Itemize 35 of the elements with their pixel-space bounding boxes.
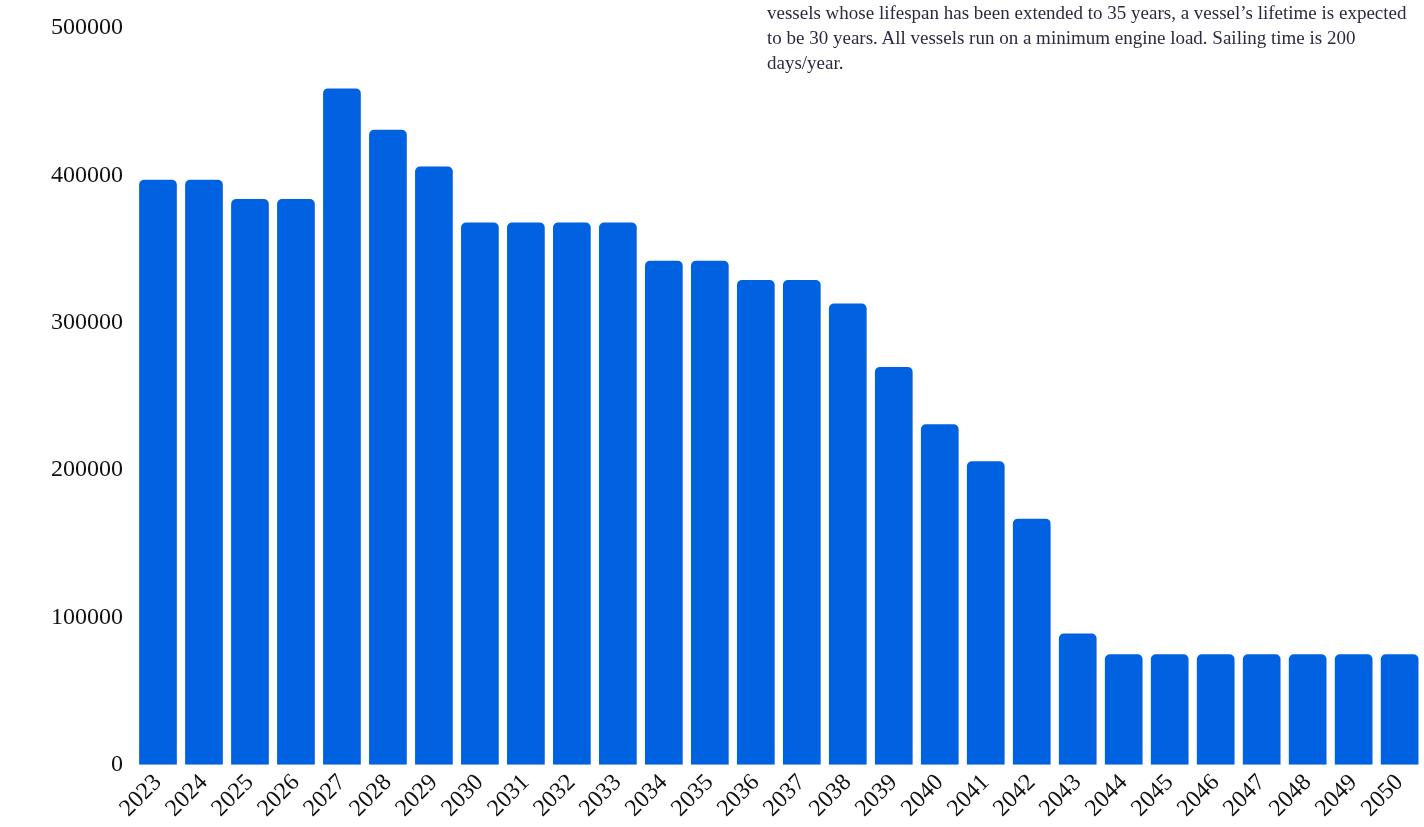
bar	[828, 303, 867, 765]
bar	[874, 366, 913, 765]
y-tick-label: 500000	[51, 13, 123, 40]
bar	[1058, 633, 1097, 765]
bar	[599, 222, 637, 765]
bar	[461, 222, 499, 765]
bar	[1334, 654, 1373, 765]
bar	[1288, 654, 1327, 765]
y-tick-label: 100000	[51, 602, 123, 629]
y-tick-label: 200000	[51, 455, 123, 482]
bar	[690, 260, 729, 765]
bar	[920, 424, 959, 765]
bar	[277, 198, 315, 765]
bar	[507, 222, 545, 765]
bar	[1104, 654, 1143, 765]
bar	[1196, 654, 1235, 765]
y-tick-label: 0	[111, 749, 123, 776]
bar	[1380, 654, 1419, 765]
bar	[966, 461, 1005, 765]
bar	[1242, 654, 1281, 765]
bar	[231, 198, 269, 765]
bar	[369, 129, 407, 765]
bar	[553, 222, 591, 765]
bar	[415, 166, 453, 765]
bar	[185, 179, 223, 765]
bar	[644, 260, 683, 765]
bar	[1012, 518, 1051, 765]
bar	[139, 179, 177, 765]
bar	[1150, 654, 1189, 765]
bar	[323, 88, 361, 765]
bar	[782, 279, 821, 765]
y-tick-label: 300000	[51, 307, 123, 334]
annotation: vessels whose lifespan has been extended to 35 years, a vessel’s lifetime is expected to be 30 years. All vessels run on a minimum engine load. Sailing time is 200 days/year.	[767, 1, 1407, 75]
y-tick-label: 400000	[51, 160, 123, 187]
bar	[736, 279, 775, 765]
